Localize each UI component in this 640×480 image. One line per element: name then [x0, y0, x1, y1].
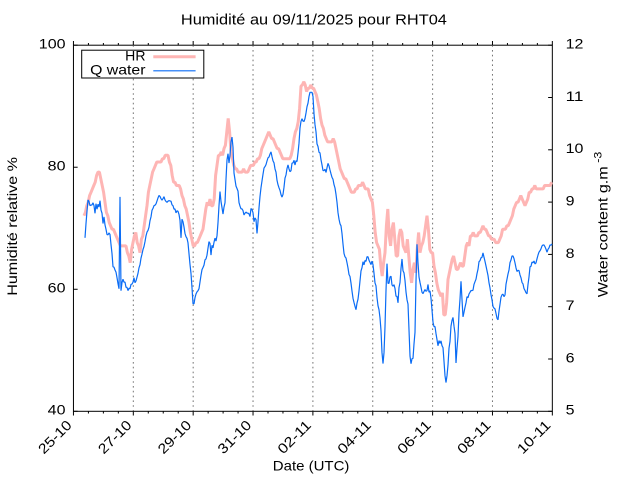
svg-text:8: 8 — [566, 245, 575, 261]
svg-text:5: 5 — [566, 402, 575, 418]
svg-text:40: 40 — [48, 402, 66, 418]
svg-text:6: 6 — [566, 349, 575, 365]
svg-text:9: 9 — [566, 193, 575, 209]
svg-text:-3: -3 — [593, 152, 605, 163]
svg-text:Humidité relative %: Humidité relative % — [4, 157, 20, 296]
svg-text:7: 7 — [566, 297, 575, 313]
svg-text:Water content g.m: Water content g.m — [595, 166, 611, 297]
svg-text:10: 10 — [566, 140, 584, 156]
svg-text:Humidité au 09/11/2025 pour RH: Humidité au 09/11/2025 pour RHT04 — [181, 13, 447, 29]
svg-text:Date (UTC): Date (UTC) — [273, 457, 350, 473]
svg-text:11: 11 — [566, 88, 584, 104]
svg-text:Q water: Q water — [90, 61, 146, 77]
svg-text:100: 100 — [39, 36, 66, 52]
svg-text:80: 80 — [48, 158, 66, 174]
svg-text:HR: HR — [125, 47, 145, 63]
svg-text:60: 60 — [48, 280, 66, 296]
svg-text:12: 12 — [566, 36, 584, 52]
